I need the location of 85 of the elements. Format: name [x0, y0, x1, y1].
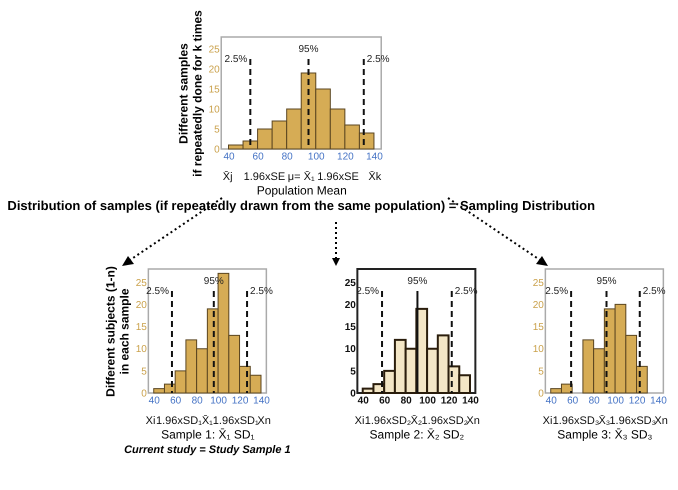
text: 1.96xSD₂	[422, 415, 468, 427]
y-tick-label: 10	[208, 104, 220, 116]
annotation: 95%	[298, 44, 319, 55]
text: X̄₂	[410, 414, 422, 427]
y-tick-label: 0	[538, 388, 544, 400]
x-axis-title: Population Mean	[256, 184, 347, 198]
x-tick-label: 100	[419, 396, 436, 406]
y-tick-label: 25	[136, 278, 148, 289]
annotation: 2.5%	[545, 286, 568, 297]
x-tick-label: 140	[366, 152, 384, 162]
y-tick-label: 10	[532, 344, 544, 356]
y-tick-label: 25	[344, 278, 356, 289]
text: 1.96xSE	[244, 171, 286, 183]
y-tick-label: 20	[136, 300, 148, 311]
x-axis-title: Sample 2: X̄₂ SD₂	[370, 428, 465, 442]
text: Xn	[466, 415, 480, 427]
y-tick-label: 15	[208, 84, 220, 96]
text: 1.96xSE	[317, 171, 359, 183]
y-tick-label: 20	[208, 64, 220, 76]
x-tick-label: 100	[308, 152, 326, 162]
y-tick-label: 20	[344, 300, 356, 311]
text: Xn	[257, 415, 271, 427]
x-tick-label: 60	[170, 396, 182, 406]
x-tick-label: 140	[650, 396, 668, 406]
x-tick-label: 60	[379, 396, 391, 406]
text: μ= X̄₁	[288, 170, 315, 183]
text: Distribution of samples (if repeatedly drawn from the same population) = Sampling Distribution	[7, 198, 596, 213]
y-tick-label: 5	[538, 366, 544, 378]
y-tick-label: 5	[141, 366, 148, 378]
x-tick-label: 40	[546, 396, 558, 406]
text: Current study = Study Sample 1	[124, 444, 291, 456]
text: X̄₁	[202, 414, 214, 427]
y-tick-label: 15	[136, 322, 148, 334]
x-tick-label: 40	[148, 396, 160, 406]
x-tick-label: 80	[588, 396, 600, 406]
text: Xn	[654, 415, 668, 427]
y-tick-label: 5	[350, 366, 356, 378]
text: Xi	[354, 415, 364, 427]
x-tick-label: 100	[210, 396, 228, 406]
y-tick-label: 20	[532, 300, 544, 311]
y-axis-title: Different subjects (1-n) in each sample	[104, 266, 132, 397]
y-tick-label: 5	[214, 124, 220, 136]
y-axis-title: Different samples if repeatedly done for k times	[176, 10, 205, 177]
x-tick-label: 120	[232, 396, 249, 406]
annotation: 2.5%	[146, 286, 170, 297]
annotation: 2.5%	[250, 286, 273, 297]
annotation: 95%	[596, 276, 617, 287]
y-tick-label: 15	[532, 322, 544, 334]
x-tick-label: 140	[462, 396, 480, 406]
x-tick-label: 40	[358, 396, 370, 406]
x-axis-title: Sample 3: X̄₃ SD₃	[557, 428, 653, 442]
x-tick-label: 100	[607, 396, 624, 406]
text: 1.96xSD₁	[212, 415, 259, 427]
x-axis-title: Sample 1: X̄₁ SD₁	[161, 428, 255, 442]
x-tick-label: 120	[440, 396, 458, 406]
x-tick-label: 120	[337, 152, 354, 162]
x-tick-label: 60	[252, 152, 264, 162]
y-tick-label: 25	[532, 278, 544, 289]
annotation: 95%	[407, 276, 428, 287]
y-tick-label: 10	[136, 344, 148, 356]
x-tick-label: 140	[253, 396, 270, 406]
text: 1.96xSD₂	[364, 415, 412, 427]
y-tick-label: 10	[344, 344, 356, 356]
text: 1.96xSD₃	[552, 415, 600, 427]
x-tick-label: 80	[400, 396, 412, 406]
annotation: 2.5%	[642, 286, 666, 297]
y-tick-label: 0	[141, 388, 148, 400]
y-tick-label: 25	[208, 44, 220, 56]
text: X̄j	[222, 170, 233, 183]
annotation: 2.5%	[366, 54, 390, 65]
text: Xi	[146, 415, 156, 427]
annotation: 2.5%	[224, 54, 248, 65]
y-tick-label: 0	[350, 388, 356, 400]
text: 1.96xSD₃	[609, 415, 656, 427]
x-tick-label: 80	[192, 396, 204, 406]
y-tick-label: 0	[214, 144, 220, 156]
x-tick-label: 40	[223, 152, 235, 162]
text: 1.96xSD₁	[156, 415, 202, 427]
x-tick-label: 80	[282, 152, 294, 162]
text: X̄k	[368, 170, 382, 183]
text: Xi	[542, 415, 552, 427]
x-tick-label: 120	[628, 396, 646, 406]
text: X̄₃	[598, 414, 610, 427]
x-tick-label: 60	[567, 396, 579, 406]
y-tick-label: 15	[344, 322, 356, 334]
